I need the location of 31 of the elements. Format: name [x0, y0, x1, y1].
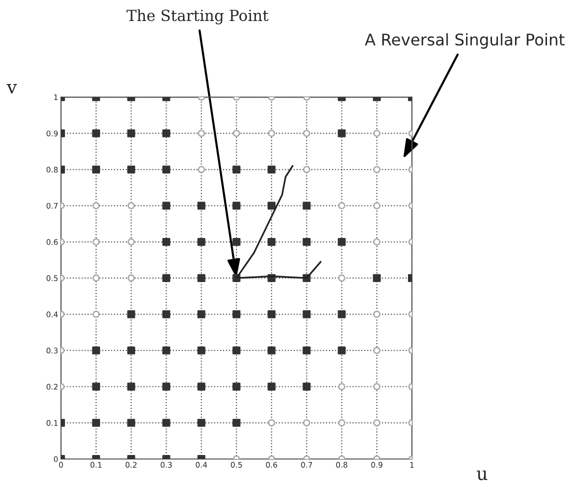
point: [268, 419, 276, 426]
x-axis-title: u: [476, 470, 488, 480]
point: [128, 238, 135, 246]
point: [338, 274, 346, 282]
annotation: The Starting Point: [126, 9, 269, 24]
point: [373, 310, 380, 318]
point: [303, 130, 310, 137]
point: [338, 202, 346, 210]
point: [92, 274, 100, 282]
point: [198, 166, 206, 174]
point: [373, 130, 380, 137]
point: [373, 238, 380, 246]
y-axis-title: v: [6, 84, 17, 94]
point: [198, 130, 206, 137]
point: [338, 419, 346, 426]
point: [268, 130, 276, 137]
point: [128, 274, 135, 282]
point: [303, 419, 310, 426]
point: [373, 202, 380, 210]
point: [92, 202, 100, 210]
point: [303, 166, 310, 174]
point: [128, 202, 135, 210]
point: [373, 346, 380, 354]
point: [373, 166, 380, 174]
text: A Reversal Singular Point: [364, 33, 564, 49]
point: [373, 382, 380, 390]
point: [92, 238, 100, 246]
point: [338, 382, 346, 390]
point: [92, 310, 100, 318]
point: [373, 419, 380, 426]
point: [232, 130, 240, 137]
